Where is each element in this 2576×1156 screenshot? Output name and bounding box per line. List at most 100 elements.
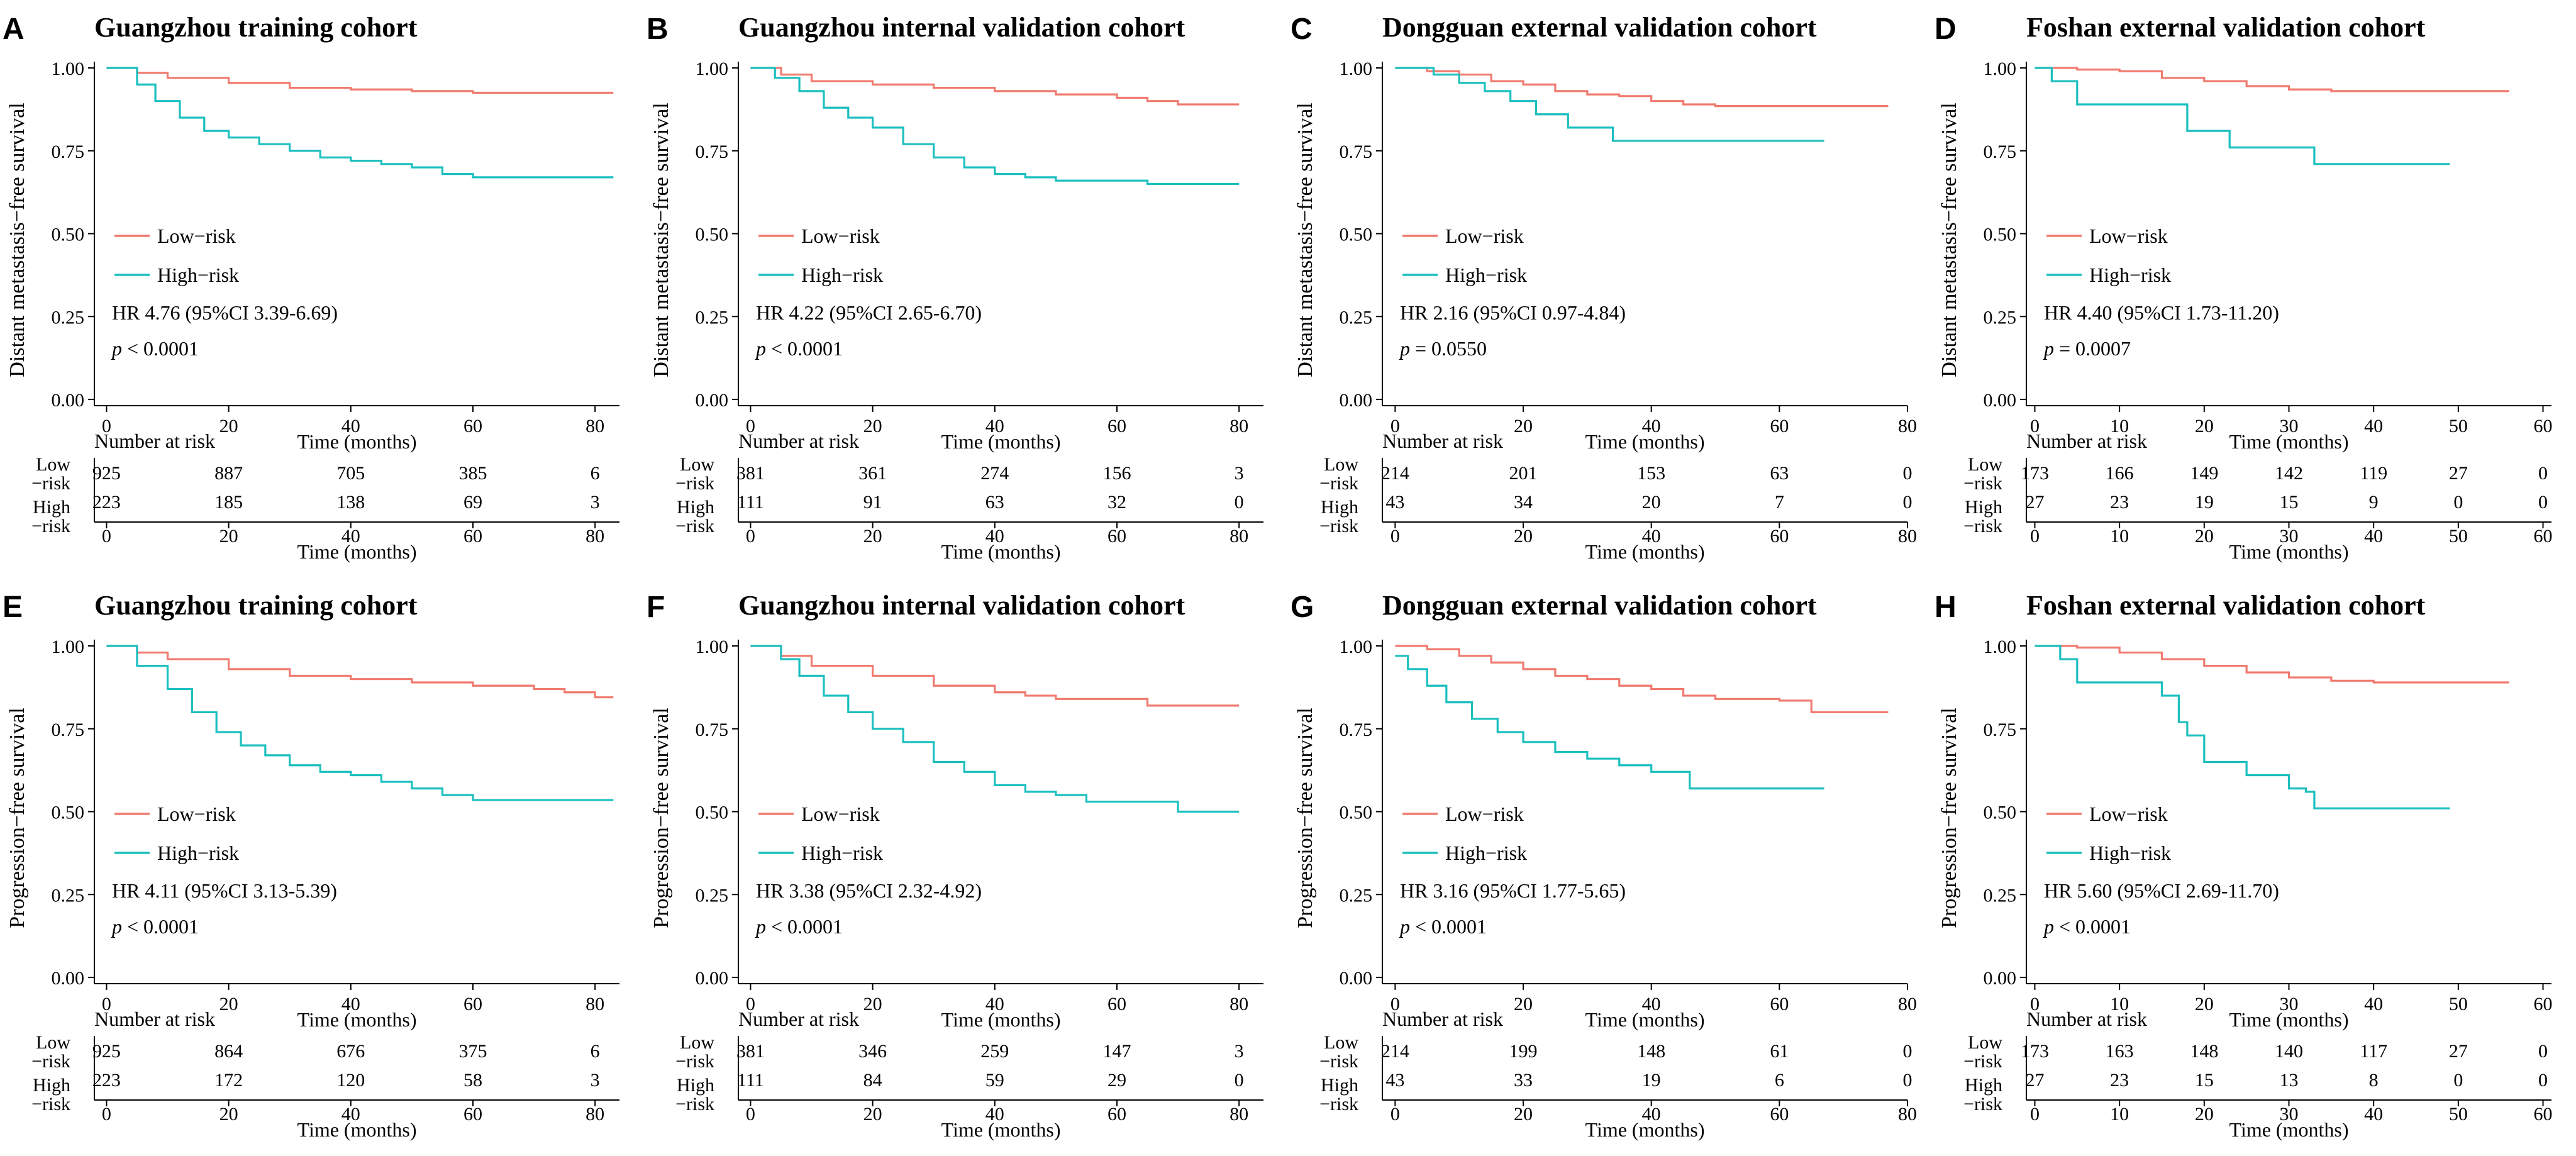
risk-row-low-label: Low — [680, 454, 714, 475]
y-tick-label: 0.00 — [696, 968, 729, 989]
p-value-symbol: p — [2043, 337, 2054, 360]
x-tick-label: 0 — [746, 994, 755, 1014]
risk-count-high: 32 — [1108, 492, 1126, 513]
x-tick-label: 40 — [1642, 994, 1661, 1014]
risk-row-low-label: −risk — [31, 473, 70, 494]
x-tick-label: 0 — [2030, 416, 2040, 436]
risk-count-high: 20 — [1642, 492, 1661, 513]
risk-count-low: 346 — [858, 1041, 887, 1062]
risk-table-x-tick-label: 10 — [2110, 526, 2129, 547]
risk-table-x-tick-label: 20 — [1514, 1104, 1533, 1125]
high-risk-curve — [1395, 655, 1824, 790]
risk-count-low: 117 — [2360, 1041, 2387, 1062]
risk-table-x-tick-label: 0 — [102, 1104, 111, 1125]
risk-table-x-tick-label: 20 — [1514, 526, 1533, 547]
y-tick-label: 0.50 — [1340, 225, 1373, 245]
risk-table-x-tick-label: 60 — [1770, 1104, 1789, 1125]
panel-letter: B — [647, 13, 669, 46]
y-axis-label: Progression−free survival — [650, 708, 673, 928]
y-tick-label: 0.75 — [1340, 142, 1373, 162]
risk-count-high: 0 — [1235, 1070, 1244, 1091]
risk-table-x-tick-label: 80 — [586, 526, 604, 547]
risk-table-x-tick-label: 30 — [2280, 526, 2299, 547]
risk-table-x-tick-label: 40 — [985, 1104, 1004, 1125]
panel-d: D Foshan external validation cohort Distan… — [1935, 12, 2553, 563]
risk-count-high: 138 — [336, 492, 365, 513]
risk-row-high-label: High — [33, 1075, 70, 1096]
x-tick-label: 80 — [1898, 994, 1917, 1014]
y-tick-label: 0.00 — [1984, 968, 2017, 989]
risk-count-low: 274 — [980, 463, 1009, 484]
x-tick-label: 20 — [219, 994, 238, 1014]
y-tick-label: 0.25 — [52, 885, 85, 906]
risk-count-high: 8 — [2369, 1070, 2379, 1091]
risk-count-low: 705 — [336, 463, 365, 484]
y-tick-label: 1.00 — [52, 636, 85, 657]
p-value-text: p < 0.0001 — [2043, 915, 2131, 938]
legend-high-label: High−risk — [2089, 842, 2171, 864]
risk-table-x-tick-label: 0 — [746, 526, 755, 547]
x-tick-label: 20 — [863, 416, 882, 436]
risk-count-low: 3 — [1235, 1041, 1244, 1062]
panel-e: E Guangzhou training cohort Progression−fr… — [3, 590, 619, 1141]
risk-count-low: 140 — [2275, 1041, 2303, 1062]
risk-table-x-tick-label: 0 — [1391, 1104, 1400, 1125]
risk-table-x-tick-label: 80 — [1230, 526, 1248, 547]
p-value-number: < 0.0001 — [766, 337, 843, 360]
y-tick-label: 1.00 — [1984, 58, 2017, 79]
risk-row-high-label: High — [33, 497, 70, 518]
risk-count-low: 3 — [1235, 463, 1244, 484]
legend-low-label: Low−risk — [1445, 225, 1524, 247]
x-tick-label: 80 — [586, 416, 604, 436]
risk-table-x-tick-label: 40 — [985, 526, 1004, 547]
risk-count-low: 63 — [1770, 463, 1789, 484]
x-tick-label: 0 — [102, 416, 111, 436]
risk-row-high-label: −risk — [1319, 1094, 1358, 1114]
x-axis-label: Time (months) — [297, 430, 417, 453]
risk-table-x-axis-label: Time (months) — [297, 540, 417, 563]
risk-table-x-tick-label: 50 — [2449, 1104, 2468, 1125]
low-risk-curve — [1395, 67, 1889, 108]
risk-table-x-axis-label: Time (months) — [2229, 1118, 2349, 1141]
y-tick-label: 0.75 — [1984, 720, 2017, 740]
y-tick-label: 0.25 — [1340, 307, 1373, 328]
risk-count-low: 166 — [2106, 463, 2134, 484]
risk-row-high-label: High — [1321, 1075, 1358, 1096]
panel-title: Dongguan external validation cohort — [1382, 590, 1817, 621]
risk-count-high: 63 — [985, 492, 1004, 513]
x-tick-label: 0 — [1391, 994, 1400, 1014]
high-risk-curve — [106, 645, 614, 801]
x-axis-label: Time (months) — [1585, 1008, 1705, 1031]
high-risk-curve — [750, 67, 1240, 186]
panel-f: F Guangzhou internal validation cohort Pro… — [647, 590, 1263, 1141]
p-value-symbol: p — [1399, 915, 1410, 938]
x-axis-label: Time (months) — [941, 1008, 1061, 1031]
x-tick-label: 0 — [102, 994, 111, 1014]
risk-count-high: 27 — [2025, 1070, 2044, 1091]
y-tick-label: 1.00 — [1340, 58, 1373, 79]
y-tick-label: 0.25 — [1984, 307, 2017, 328]
risk-table-x-tick-label: 0 — [102, 526, 111, 547]
y-tick-label: 1.00 — [696, 636, 729, 657]
p-value-text: p < 0.0001 — [1399, 915, 1487, 938]
risk-table-x-tick-label: 40 — [1642, 526, 1661, 547]
legend-high-label: High−risk — [801, 264, 883, 286]
risk-count-low: 163 — [2106, 1041, 2134, 1062]
risk-count-low: 887 — [214, 463, 243, 484]
x-axis-label: Time (months) — [2229, 430, 2349, 453]
risk-count-low: 0 — [2538, 1041, 2548, 1062]
risk-count-high: 33 — [1514, 1070, 1533, 1091]
risk-count-high: 59 — [985, 1070, 1004, 1091]
risk-count-low: 259 — [980, 1041, 1009, 1062]
risk-count-low: 148 — [2190, 1041, 2218, 1062]
risk-table-x-tick-label: 50 — [2449, 526, 2468, 547]
risk-table-x-tick-label: 20 — [863, 1104, 882, 1125]
y-axis-label: Progression−free survival — [1294, 708, 1317, 928]
risk-count-low: 214 — [1381, 463, 1409, 484]
risk-row-low-label: Low — [680, 1032, 714, 1053]
p-value-symbol: p — [2043, 915, 2054, 938]
risk-table-x-axis-label: Time (months) — [1585, 540, 1705, 563]
panel-g: G Dongguan external validation cohort Prog… — [1291, 590, 1917, 1141]
y-tick-label: 0.50 — [1340, 803, 1373, 823]
panel-letter: H — [1935, 591, 1957, 624]
